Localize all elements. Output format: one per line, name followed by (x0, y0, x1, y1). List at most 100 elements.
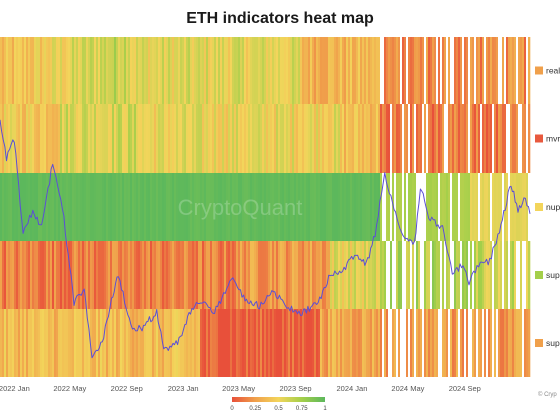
heatmap-cell (452, 104, 455, 173)
heatmap-cell (320, 309, 323, 377)
heatmap-cell (158, 37, 161, 104)
heatmap-cell (228, 173, 231, 241)
heatmap-cell (254, 309, 257, 377)
heatmap-cell (6, 173, 9, 241)
heatmap-cell (258, 104, 261, 173)
heatmap-cell (202, 309, 205, 377)
heatmap-cell (446, 173, 449, 241)
heatmap-cell (210, 309, 213, 377)
heatmap-cell (86, 241, 89, 309)
heatmap-cell (512, 104, 515, 173)
heatmap-cell (438, 241, 441, 309)
heatmap-cell (56, 309, 59, 377)
heatmap-cell (18, 37, 21, 104)
heatmap-cell (310, 173, 313, 241)
heatmap-cell (226, 309, 229, 377)
heatmap-cell (510, 241, 513, 309)
heatmap-cell (496, 173, 499, 241)
heatmap-cell (334, 37, 337, 104)
heatmap-cell (456, 241, 459, 309)
heatmap-cell (418, 173, 421, 241)
heatmap-cell (280, 309, 283, 377)
heatmap-cell (154, 104, 157, 173)
heatmap-cell (438, 104, 441, 173)
heatmap-cell (74, 309, 77, 377)
heatmap-cell (494, 241, 497, 309)
heatmap-cell (156, 173, 159, 241)
heatmap-cell (164, 241, 167, 309)
heatmap-cell (488, 104, 491, 173)
heatmap-cell (298, 309, 301, 377)
heatmap-cell (494, 309, 497, 377)
heatmap-cell (210, 104, 213, 173)
heatmap-cell (308, 309, 311, 377)
heatmap-cell (28, 241, 31, 309)
heatmap-cell (282, 104, 285, 173)
heatmap-cell (264, 173, 267, 241)
heatmap-cell (102, 309, 105, 377)
heatmap-cell (318, 173, 321, 241)
heatmap-cell (230, 173, 233, 241)
heatmap-cell (246, 309, 249, 377)
heatmap-cell (86, 309, 89, 377)
heatmap-cell (258, 309, 261, 377)
heatmap-cell (170, 37, 173, 104)
heatmap-cell (348, 241, 351, 309)
x-tick-label: 2022 Sep (111, 384, 143, 393)
heatmap-cell (504, 173, 507, 241)
heatmap-cell (408, 309, 411, 377)
heatmap-cell (348, 104, 351, 173)
heatmap-cell (358, 173, 361, 241)
heatmap-cell (334, 309, 337, 377)
heatmap-cell (292, 173, 295, 241)
heatmap-cell (186, 309, 189, 377)
heatmap-cell (472, 309, 475, 377)
heatmap-cell (402, 104, 405, 173)
heatmap-cell (192, 37, 195, 104)
heatmap-cell (462, 173, 465, 241)
heatmap-cell (276, 309, 279, 377)
heatmap-cell (390, 37, 393, 104)
heatmap-cell (358, 37, 361, 104)
heatmap-cell (322, 104, 325, 173)
heatmap-cell (474, 104, 477, 173)
heatmap-cell (236, 241, 239, 309)
heatmap-cell (122, 104, 125, 173)
heatmap-cell (402, 37, 405, 104)
heatmap-cell (434, 173, 437, 241)
heatmap-cell (10, 241, 13, 309)
heatmap-cell (34, 173, 37, 241)
heatmap-cell (290, 241, 293, 309)
heatmap-cell (64, 104, 67, 173)
heatmap-cell (510, 309, 513, 377)
heatmap-cell (78, 241, 81, 309)
heatmap-cell (522, 241, 525, 309)
heatmap-cell (246, 173, 249, 241)
heatmap-cell (70, 104, 73, 173)
heatmap-cell (492, 309, 495, 377)
heatmap-cell (496, 241, 499, 309)
heatmap-cell (24, 37, 27, 104)
heatmap-cell (458, 309, 461, 377)
heatmap-cell (72, 173, 75, 241)
heatmap-cell (44, 241, 47, 309)
heatmap-cell (382, 241, 385, 309)
heatmap-cell (232, 104, 235, 173)
heatmap-cell (456, 37, 459, 104)
heatmap-cell (48, 104, 51, 173)
heatmap-cell (398, 241, 401, 309)
heatmap-cell (44, 309, 47, 377)
heatmap-cell (316, 104, 319, 173)
heatmap-cell (276, 173, 279, 241)
heatmap-cell (500, 173, 503, 241)
heatmap-cell (4, 37, 7, 104)
heatmap-cell (278, 104, 281, 173)
heatmap-cell (326, 37, 329, 104)
heatmap-cell (414, 309, 417, 377)
heatmap-cell (54, 241, 57, 309)
heatmap-cell (60, 241, 63, 309)
heatmap-cell (232, 173, 235, 241)
heatmap-cell (56, 37, 59, 104)
heatmap-cell (172, 37, 175, 104)
heatmap-cell (396, 37, 399, 104)
